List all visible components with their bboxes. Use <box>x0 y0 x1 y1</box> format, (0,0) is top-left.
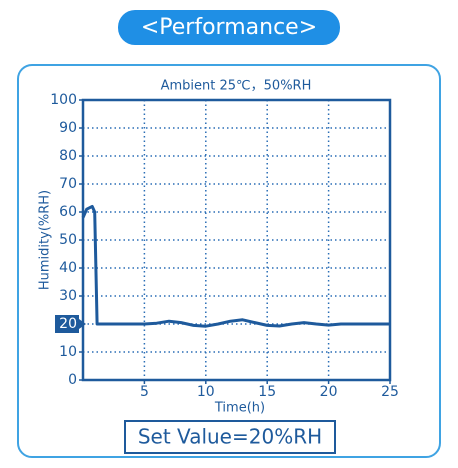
y-tick-label: 80 <box>59 148 77 164</box>
header-pill <box>118 10 340 45</box>
y-tick-label: 0 <box>68 372 77 388</box>
y-tick-label: 90 <box>59 120 77 136</box>
y-tick-label: 20 <box>59 316 77 332</box>
y-axis-label: Humidity(%RH) <box>38 190 53 290</box>
y-tick-label: 30 <box>59 288 77 304</box>
y-tick-label: 60 <box>59 204 77 220</box>
plot-frame <box>81 98 392 382</box>
x-tick-label: 5 <box>140 384 149 400</box>
x-tick-label: 15 <box>258 384 276 400</box>
set-value-box <box>124 420 336 454</box>
panel <box>17 64 441 458</box>
y-tick-label: 70 <box>59 176 77 192</box>
set-value-text: Set Value=20%RH <box>138 425 322 449</box>
x-tick-label: 10 <box>197 384 215 400</box>
x-axis-label: Time(h) <box>214 401 265 416</box>
y-tick-label: 10 <box>59 344 77 360</box>
x-tick-label: 20 <box>320 384 338 400</box>
y-tick-label: 100 <box>50 92 77 108</box>
header-title: <Performance> <box>141 15 317 40</box>
set-value-marker <box>55 315 79 333</box>
y-tick-label: 50 <box>59 232 77 248</box>
y-tick-label: 40 <box>59 260 77 276</box>
chart-title: Ambient 25℃，50%RH <box>161 79 312 94</box>
data-line <box>81 204 390 328</box>
x-tick-label: 25 <box>381 384 399 400</box>
